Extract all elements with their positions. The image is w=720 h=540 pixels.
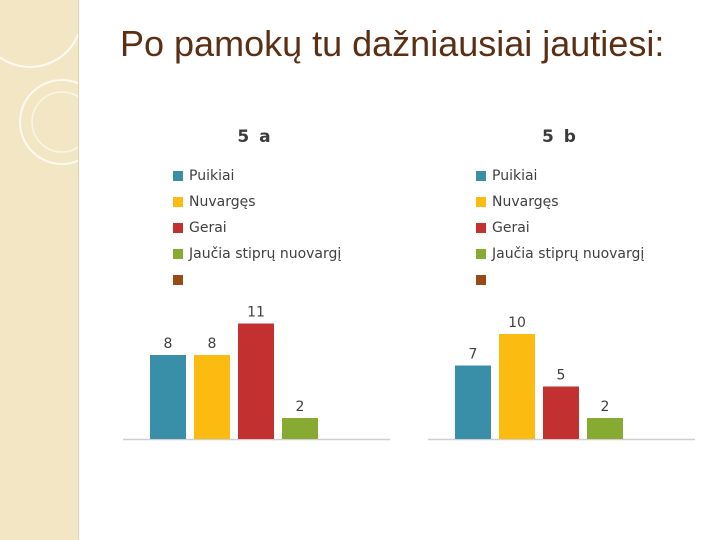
bar (499, 334, 535, 439)
chart-plot: 8 8 11 2 (115, 125, 395, 455)
decorative-side-panel (0, 0, 79, 540)
slide-title: Po pamokų tu dažniausiai jautiesi: (120, 22, 680, 66)
bar (543, 387, 579, 440)
bar (282, 418, 318, 439)
decorative-circles (0, 0, 78, 540)
bar (194, 355, 230, 439)
bar (587, 418, 623, 439)
data-label: 8 (208, 336, 217, 352)
chart-5a: 5 a Puikiai Nuvargęs Gerai Jaučia stiprų nu… (115, 125, 395, 455)
data-label: 11 (247, 305, 265, 321)
chart-plot: 7 10 5 2 (420, 125, 700, 455)
data-label: 2 (296, 399, 305, 415)
bar (238, 324, 274, 440)
data-label: 10 (508, 315, 526, 331)
data-label: 7 (469, 347, 478, 363)
bar (150, 355, 186, 439)
chart-5b: 5 b Puikiai Nuvargęs Gerai Jaučia stiprų nu… (420, 125, 700, 455)
data-label: 8 (164, 336, 173, 352)
data-label: 2 (601, 399, 610, 415)
bar (455, 366, 491, 440)
data-label: 5 (557, 368, 566, 384)
